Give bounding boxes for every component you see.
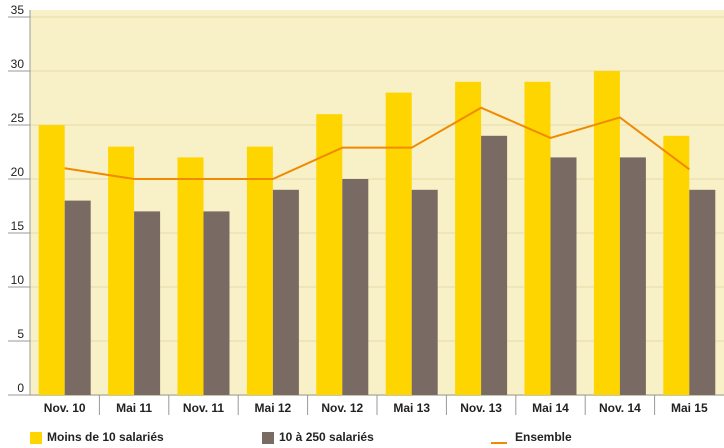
bar (689, 189, 716, 395)
x-tick-label: Mai 12 (255, 401, 292, 415)
x-tick-label: Mai 15 (671, 401, 708, 415)
bar (203, 211, 230, 395)
bar (342, 179, 369, 395)
y-tick-label: 30 (11, 57, 25, 71)
y-tick-label: 5 (17, 327, 24, 341)
bar (385, 92, 412, 395)
bar (619, 157, 646, 395)
bar (455, 81, 482, 396)
legend-label: Moins de 10 salariés (47, 430, 164, 444)
y-tick-label: 15 (11, 219, 25, 233)
x-tick-label: Mai 11 (116, 401, 152, 415)
legend-label: Ensemble (515, 430, 572, 444)
bar (316, 114, 343, 395)
bar (550, 157, 577, 395)
y-tick-label: 25 (11, 111, 25, 125)
x-tick-label: Mai 13 (393, 401, 430, 415)
bar (481, 135, 508, 396)
y-tick-label: 20 (11, 165, 25, 179)
y-tick-label: 35 (11, 3, 25, 17)
bar (38, 125, 65, 395)
x-tick-label: Nov. 12 (321, 401, 363, 415)
bar (663, 135, 690, 396)
bar (593, 71, 620, 395)
bar (64, 200, 91, 395)
x-tick-label: Nov. 14 (599, 401, 641, 415)
y-tick-label: 10 (11, 273, 25, 287)
x-tick-label: Nov. 11 (183, 401, 224, 415)
x-tick-label: Nov. 10 (44, 401, 86, 415)
bar (108, 146, 135, 395)
legend-label: 10 à 250 salariés (279, 430, 374, 444)
bar (177, 157, 204, 395)
line (64, 106, 690, 180)
legend-swatch (262, 432, 274, 444)
bar (134, 211, 161, 395)
bar (524, 81, 551, 396)
bar (411, 189, 438, 395)
x-tick-label: Nov. 13 (460, 401, 502, 415)
x-tick-label: Mai 14 (532, 401, 569, 415)
legend-swatch (30, 432, 42, 444)
y-tick-label: 0 (17, 381, 24, 395)
bar (246, 146, 273, 395)
bar (272, 189, 299, 395)
